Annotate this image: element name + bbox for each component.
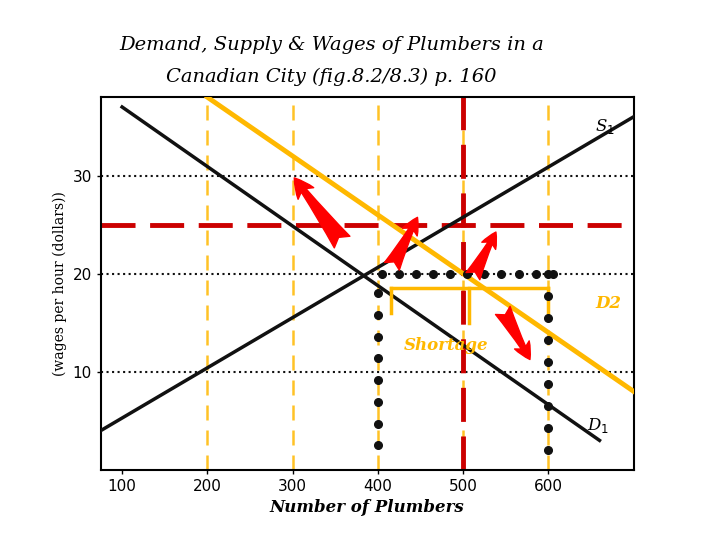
Text: S$_1$: S$_1$ <box>595 117 615 136</box>
Text: Canadian City (fig.8.2/8.3) p. 160: Canadian City (fig.8.2/8.3) p. 160 <box>166 68 497 86</box>
Text: D2: D2 <box>595 295 621 312</box>
X-axis label: Number of Plumbers: Number of Plumbers <box>270 500 464 516</box>
Y-axis label: (wages per hour (dollars)): (wages per hour (dollars)) <box>53 191 67 376</box>
Text: Shortage: Shortage <box>404 338 488 354</box>
Text: Demand, Supply & Wages of Plumbers in a: Demand, Supply & Wages of Plumbers in a <box>119 36 544 54</box>
Text: D$_1$: D$_1$ <box>587 416 609 435</box>
